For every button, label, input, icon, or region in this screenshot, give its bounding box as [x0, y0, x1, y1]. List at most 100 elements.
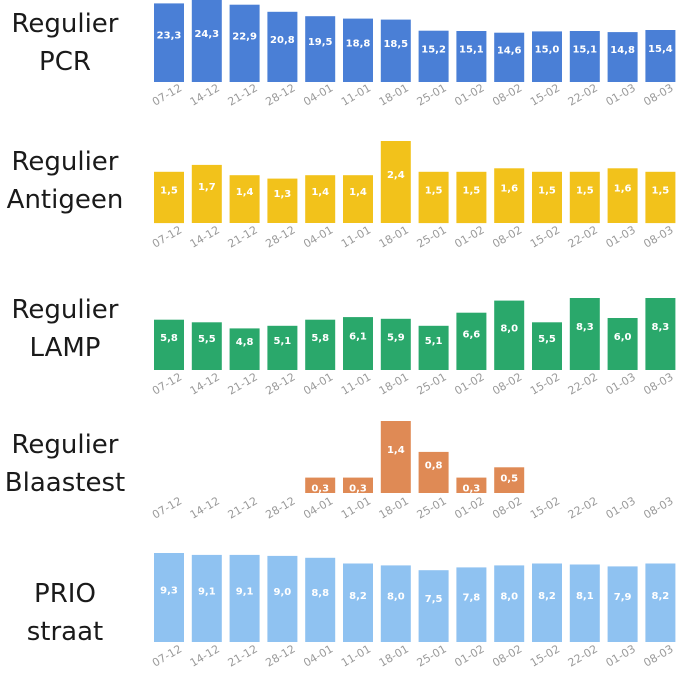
bar-25-01 — [418, 451, 449, 493]
data-label-14-12: 24,3 — [194, 29, 219, 40]
data-label-14-12: 9,1 — [198, 587, 216, 598]
data-label-11-01: 8,2 — [349, 591, 367, 602]
data-label-01-03: 1,6 — [614, 184, 632, 195]
bar-28-12 — [267, 555, 298, 642]
bar-18-01 — [380, 318, 411, 370]
bar-01-03 — [607, 566, 638, 642]
tick-label-25-01: 25-01 — [415, 81, 449, 108]
bar-15-02 — [532, 171, 562, 224]
panel-title-line-2: PCR — [39, 47, 91, 77]
tick-label-07-12: 07-12 — [150, 223, 184, 250]
tick-label-01-02: 01-02 — [452, 370, 486, 397]
bar-18-01 — [380, 565, 411, 642]
data-label-08-02: 1,6 — [500, 184, 518, 195]
data-label-01-02: 7,8 — [463, 593, 481, 604]
panel-title-line-1: Regulier — [11, 430, 119, 460]
tick-label-25-01: 25-01 — [415, 223, 449, 250]
data-label-08-03: 15,4 — [648, 44, 673, 55]
bar-04-01 — [305, 477, 336, 493]
panel-title-line-1: PRIO — [34, 579, 96, 609]
data-label-25-01: 5,1 — [425, 336, 443, 347]
data-label-25-01: 15,2 — [421, 44, 446, 55]
data-label-01-02: 6,6 — [463, 329, 481, 340]
data-label-08-03: 8,3 — [652, 322, 670, 333]
data-label-04-01: 1,4 — [311, 187, 329, 198]
tick-label-01-02: 01-02 — [452, 223, 486, 250]
bar-08-02 — [494, 300, 525, 370]
tick-label-15-02: 15-02 — [528, 223, 562, 250]
tick-label-01-02: 01-02 — [452, 81, 486, 108]
data-label-01-03: 14,8 — [610, 45, 635, 56]
bar-01-02 — [456, 567, 487, 642]
bar-08-03 — [645, 30, 676, 82]
tick-label-15-02: 15-02 — [528, 81, 562, 108]
bar-chart-regulier-blaastest: 07-12 14-12 21-12 28-120,304-010,311-011,41… — [150, 421, 676, 522]
tick-label-18-01: 18-01 — [377, 223, 411, 250]
bar-08-03 — [645, 563, 676, 642]
tick-label-07-12: 07-12 — [150, 494, 184, 521]
bar-01-02 — [456, 477, 487, 493]
data-label-08-02: 8,0 — [500, 323, 518, 334]
tick-label-15-02: 15-02 — [528, 494, 562, 521]
data-label-08-03: 8,2 — [652, 591, 670, 602]
bar-04-01 — [305, 175, 336, 223]
data-label-04-01: 0,3 — [311, 484, 329, 495]
data-label-22-02: 15,1 — [572, 45, 597, 56]
data-label-08-02: 14,6 — [497, 45, 522, 56]
panel-title: PRIO straat — [0, 575, 130, 651]
bar-04-01 — [305, 16, 336, 83]
data-label-08-02: 0,5 — [500, 473, 518, 484]
bar-25-01 — [418, 570, 449, 642]
data-label-18-01: 5,9 — [387, 332, 405, 343]
tick-label-07-12: 07-12 — [150, 370, 184, 397]
panel-title: Regulier Antigeen — [0, 143, 130, 219]
data-label-01-02: 15,1 — [459, 45, 484, 56]
data-label-22-02: 8,3 — [576, 322, 594, 333]
data-label-18-01: 1,4 — [387, 445, 405, 456]
bar-22-02 — [569, 298, 600, 370]
tick-label-14-12: 14-12 — [188, 223, 222, 250]
data-label-01-03: 7,9 — [614, 592, 632, 603]
tick-label-22-02: 22-02 — [566, 494, 600, 521]
panel-title: Regulier PCR — [0, 5, 130, 81]
tick-label-04-01: 04-01 — [301, 642, 335, 669]
data-label-14-12: 1,7 — [198, 182, 216, 193]
tick-label-11-01: 11-01 — [339, 223, 373, 250]
data-label-25-01: 1,5 — [425, 185, 443, 196]
data-label-04-01: 19,5 — [308, 37, 333, 48]
data-label-21-12: 1,4 — [236, 187, 254, 198]
panel-title-line-2: LAMP — [29, 333, 101, 363]
tick-label-25-01: 25-01 — [415, 642, 449, 669]
panel-title-line-2: Blaastest — [4, 468, 126, 498]
data-label-28-12: 5,1 — [274, 336, 292, 347]
data-label-11-01: 18,8 — [346, 38, 371, 49]
tick-label-28-12: 28-12 — [263, 81, 297, 108]
bar-18-01 — [380, 19, 411, 83]
tick-label-08-02: 08-02 — [490, 642, 524, 669]
bar-04-01 — [305, 319, 336, 370]
data-label-21-12: 9,1 — [236, 587, 254, 598]
tick-label-28-12: 28-12 — [263, 494, 297, 521]
bar-14-12 — [191, 0, 222, 82]
bar-08-03 — [645, 298, 676, 370]
tick-label-04-01: 04-01 — [301, 81, 335, 108]
tick-label-15-02: 15-02 — [528, 370, 562, 397]
bar-28-12 — [267, 178, 298, 223]
tick-label-15-02: 15-02 — [528, 642, 562, 669]
data-label-15-02: 8,2 — [538, 591, 556, 602]
tick-label-21-12: 21-12 — [226, 81, 260, 108]
bar-25-01 — [418, 171, 449, 224]
panel-title-line-2: Antigeen — [6, 185, 124, 215]
panel-regulier-lamp: Regulier LAMP 5,8 07-12 5,5 14-12 4,8 21-12 5,… — [0, 265, 689, 405]
bar-14-12 — [191, 554, 222, 642]
data-label-28-12: 1,3 — [274, 189, 292, 200]
data-label-28-12: 9,0 — [274, 587, 292, 598]
tick-label-08-02: 08-02 — [490, 494, 524, 521]
bar-22-02 — [569, 31, 600, 82]
tick-label-04-01: 04-01 — [301, 223, 335, 250]
data-label-14-12: 5,5 — [198, 334, 216, 345]
tick-label-28-12: 28-12 — [263, 370, 297, 397]
bar-08-02 — [494, 467, 525, 493]
bar-01-02 — [456, 31, 487, 82]
tick-label-28-12: 28-12 — [263, 642, 297, 669]
